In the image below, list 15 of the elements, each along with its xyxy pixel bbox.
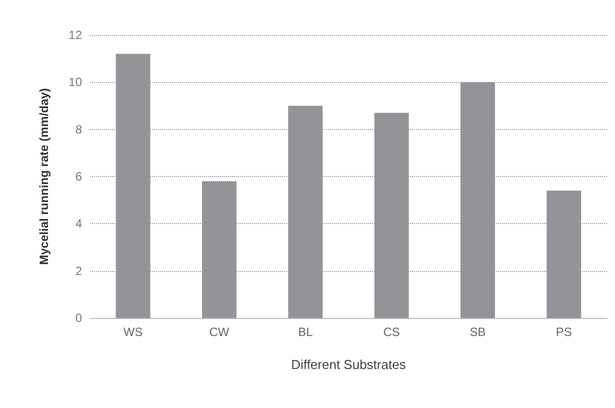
y-tick-label: 10 [68,75,82,90]
y-axis-title: Mycelial running rate (mm/day) [37,88,51,265]
x-tick-label: CS [383,325,400,339]
x-tick-label: CW [209,325,230,339]
y-tick-label: 6 [75,170,82,184]
y-tick-label: 2 [75,264,82,278]
x-tick-label: PS [556,325,572,339]
y-tick-label: 0 [75,311,82,325]
y-tick-label: 12 [68,28,82,42]
x-axis-title: Different Substrates [291,357,406,372]
y-tick-label: 8 [75,122,82,136]
x-tick-label: WS [123,325,143,339]
x-tick-label: SB [470,325,486,339]
x-tick-label: BL [298,325,314,339]
y-tick-label: 4 [75,216,82,231]
